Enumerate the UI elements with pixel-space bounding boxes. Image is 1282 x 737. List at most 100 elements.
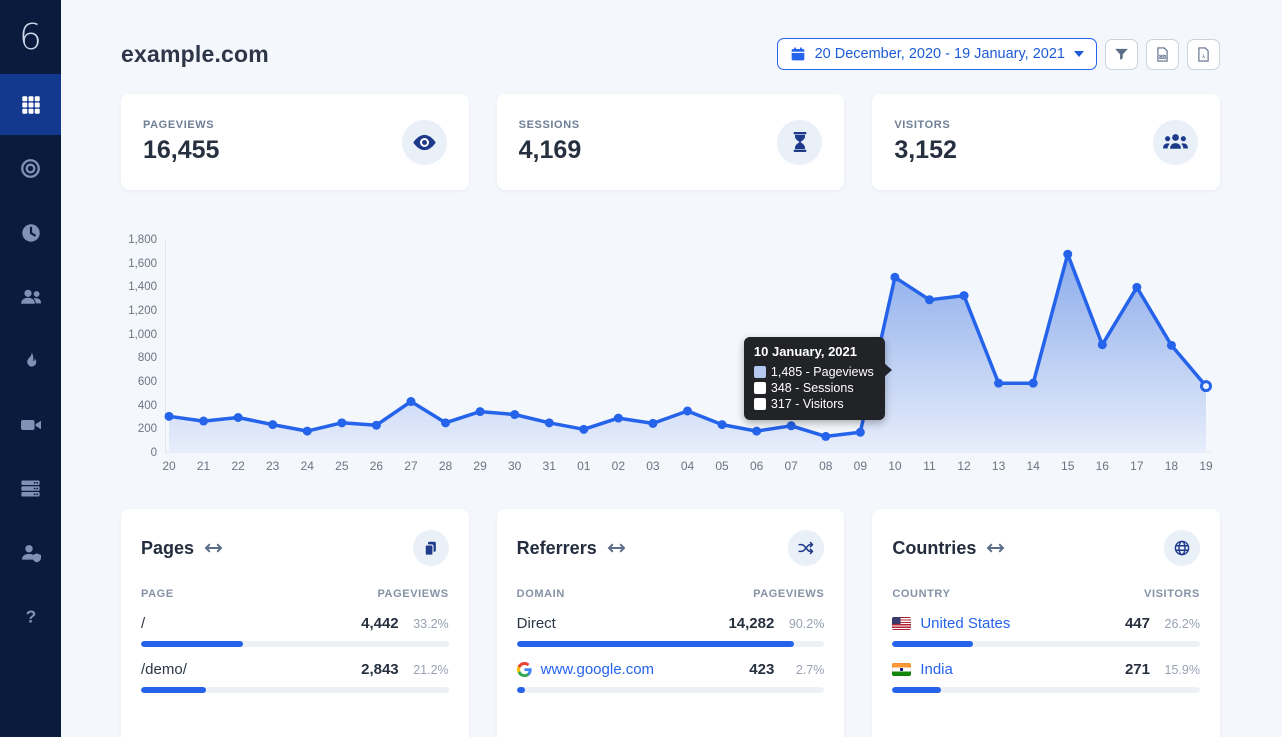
chart-point[interactable] (994, 378, 1004, 388)
export-csv-button[interactable]: CSV (1146, 38, 1179, 70)
pageviews-value: 4,442 (361, 615, 399, 632)
india-flag-icon (892, 663, 912, 676)
chart-x-axis: 20 21 22 23 24 25 26 27 28 29 30 31 01 02 03 04 05 06 07 08… (162, 459, 1212, 475)
export-pdf-button[interactable]: λ (1187, 38, 1220, 70)
tooltip-pageviews-text: 1,485 - Pageviews (770, 364, 874, 379)
countries-action-button[interactable] (1163, 530, 1200, 566)
chart-point[interactable] (924, 295, 934, 305)
country-link[interactable]: India (892, 661, 1084, 678)
chart-point[interactable] (302, 426, 312, 436)
x-axis-label: 26 (369, 459, 384, 473)
chart-point[interactable] (890, 272, 900, 282)
chart-point[interactable] (233, 413, 243, 422)
stat-label: VISITORS (894, 119, 951, 131)
x-axis-label: 09 (853, 459, 868, 473)
x-axis-label: 17 (1130, 459, 1144, 473)
chart-point[interactable] (1063, 249, 1073, 259)
chart-point[interactable] (1097, 340, 1107, 350)
main-content: example.com 20 December, 2020 - 19 Janua… (61, 0, 1282, 737)
chart-point[interactable] (786, 421, 796, 431)
chart-point[interactable] (821, 431, 831, 441)
x-axis-label: 31 (542, 459, 556, 473)
x-axis-label: 07 (784, 459, 798, 473)
chart-tooltip: 10 January, 2021 1,485 - Pageviews 348 -… (743, 337, 892, 421)
chart-point[interactable] (406, 397, 416, 407)
sidebar-item-recordings[interactable] (0, 394, 61, 455)
stat-label: SESSIONS (518, 119, 580, 131)
swap-horizontal-icon[interactable] (204, 541, 223, 555)
sidebar-item-heatmaps[interactable] (0, 330, 61, 391)
swap-horizontal-icon[interactable] (607, 541, 626, 555)
sidebar-item-account[interactable] (0, 522, 61, 583)
x-axis-label: 01 (577, 459, 591, 473)
sidebar-item-realtime[interactable] (0, 202, 61, 263)
chart-point[interactable] (337, 418, 347, 428)
y-axis-label: 400 (137, 399, 157, 412)
chart-point[interactable] (717, 420, 727, 430)
chart-point[interactable] (579, 424, 589, 434)
sidebar-item-help[interactable]: ? (0, 586, 61, 647)
y-axis-label: 1,000 (128, 328, 157, 341)
pageviews-value: 2,843 (361, 661, 399, 678)
countries-val-header: VISITORS (1144, 588, 1200, 600)
y-axis-label: 600 (137, 376, 157, 388)
svg-text:?: ? (25, 606, 36, 626)
app-logo: 6 (19, 16, 42, 58)
y-axis-label: 200 (137, 423, 157, 436)
sidebar: 6 (0, 0, 61, 737)
chart-point[interactable] (1028, 378, 1038, 388)
filter-button[interactable] (1105, 38, 1138, 70)
table-row: Direct 14,282 90.2% (516, 615, 825, 647)
stat-label: PAGEVIEWS (143, 119, 215, 131)
progress-bar (141, 641, 449, 647)
chart-point[interactable] (371, 420, 381, 430)
chart-point[interactable] (199, 416, 209, 426)
chart-point[interactable] (441, 418, 451, 428)
date-range-button[interactable]: 20 December, 2020 - 19 January, 2021 (776, 38, 1097, 70)
chart-point[interactable] (1200, 380, 1212, 393)
chart-point[interactable] (1132, 282, 1142, 292)
pages-panel: Pages PAGE PAGEVIEWS / 4,442 (121, 509, 469, 737)
chart-point[interactable] (959, 291, 969, 301)
referrers-panel-title: Referrers (516, 537, 597, 558)
sidebar-item-dashboard[interactable] (0, 74, 61, 135)
pages-val-header: PAGEVIEWS (377, 588, 449, 600)
chart-point[interactable] (510, 410, 520, 420)
chart-point[interactable] (752, 426, 762, 436)
chart-point[interactable] (475, 407, 485, 417)
referrers-action-button[interactable] (788, 530, 825, 566)
chart-point[interactable] (544, 418, 554, 428)
chart-point[interactable] (164, 411, 174, 421)
chart-point[interactable] (683, 406, 692, 416)
chart-point[interactable] (648, 418, 658, 428)
pages-col-header: PAGE (141, 588, 174, 600)
referrer-domain-link[interactable]: www.google.com (516, 661, 709, 678)
sidebar-item-servers[interactable] (0, 458, 61, 519)
referrers-val-header: PAGEVIEWS (753, 588, 825, 600)
country-link[interactable]: United States (892, 615, 1084, 632)
x-axis-label: 22 (231, 459, 245, 473)
swap-horizontal-icon[interactable] (986, 541, 1005, 555)
header-actions: 20 December, 2020 - 19 January, 2021 CSV… (776, 38, 1220, 70)
pages-action-button[interactable] (412, 530, 449, 566)
chart-point[interactable] (855, 427, 865, 437)
table-row: www.google.com 423 2.7% (516, 661, 825, 693)
sidebar-item-visitors[interactable] (0, 266, 61, 327)
chart-canvas[interactable] (164, 240, 1212, 453)
x-axis-label: 20 (162, 459, 176, 473)
x-axis-label: 03 (646, 459, 660, 473)
chart-plot-area[interactable]: 20 21 22 23 24 25 26 27 28 29 30 31 01 02 03 04 05 06 07 08… (162, 240, 1213, 473)
visitors-group-icon (1152, 119, 1198, 165)
sidebar-item-goals[interactable] (0, 138, 61, 199)
x-axis-label: 15 (1061, 459, 1075, 473)
y-axis-label: 1,800 (128, 234, 157, 246)
page-path[interactable]: / (141, 615, 146, 632)
chart-point[interactable] (1166, 340, 1176, 350)
stat-value: 3,152 (894, 136, 957, 164)
stat-value: 4,169 (518, 136, 582, 164)
page-path[interactable]: /demo/ (141, 661, 187, 678)
shuffle-icon (797, 539, 815, 557)
chart-point[interactable] (613, 413, 623, 423)
x-axis-label: 30 (507, 459, 522, 473)
chart-point[interactable] (268, 420, 278, 430)
